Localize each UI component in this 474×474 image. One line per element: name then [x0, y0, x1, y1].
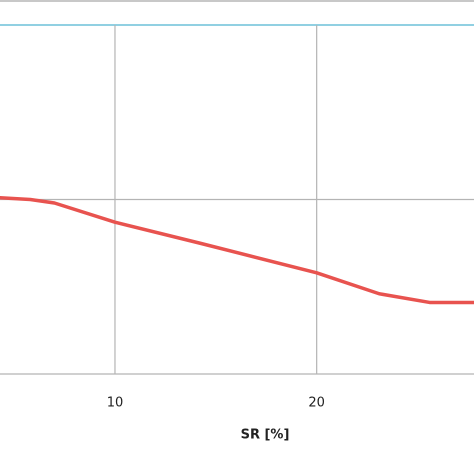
- series-line: [0, 196, 474, 305]
- x-axis-label: SR [%]: [241, 428, 290, 443]
- x-tick-label: 10: [107, 396, 124, 411]
- x-tick-label: 20: [308, 396, 325, 411]
